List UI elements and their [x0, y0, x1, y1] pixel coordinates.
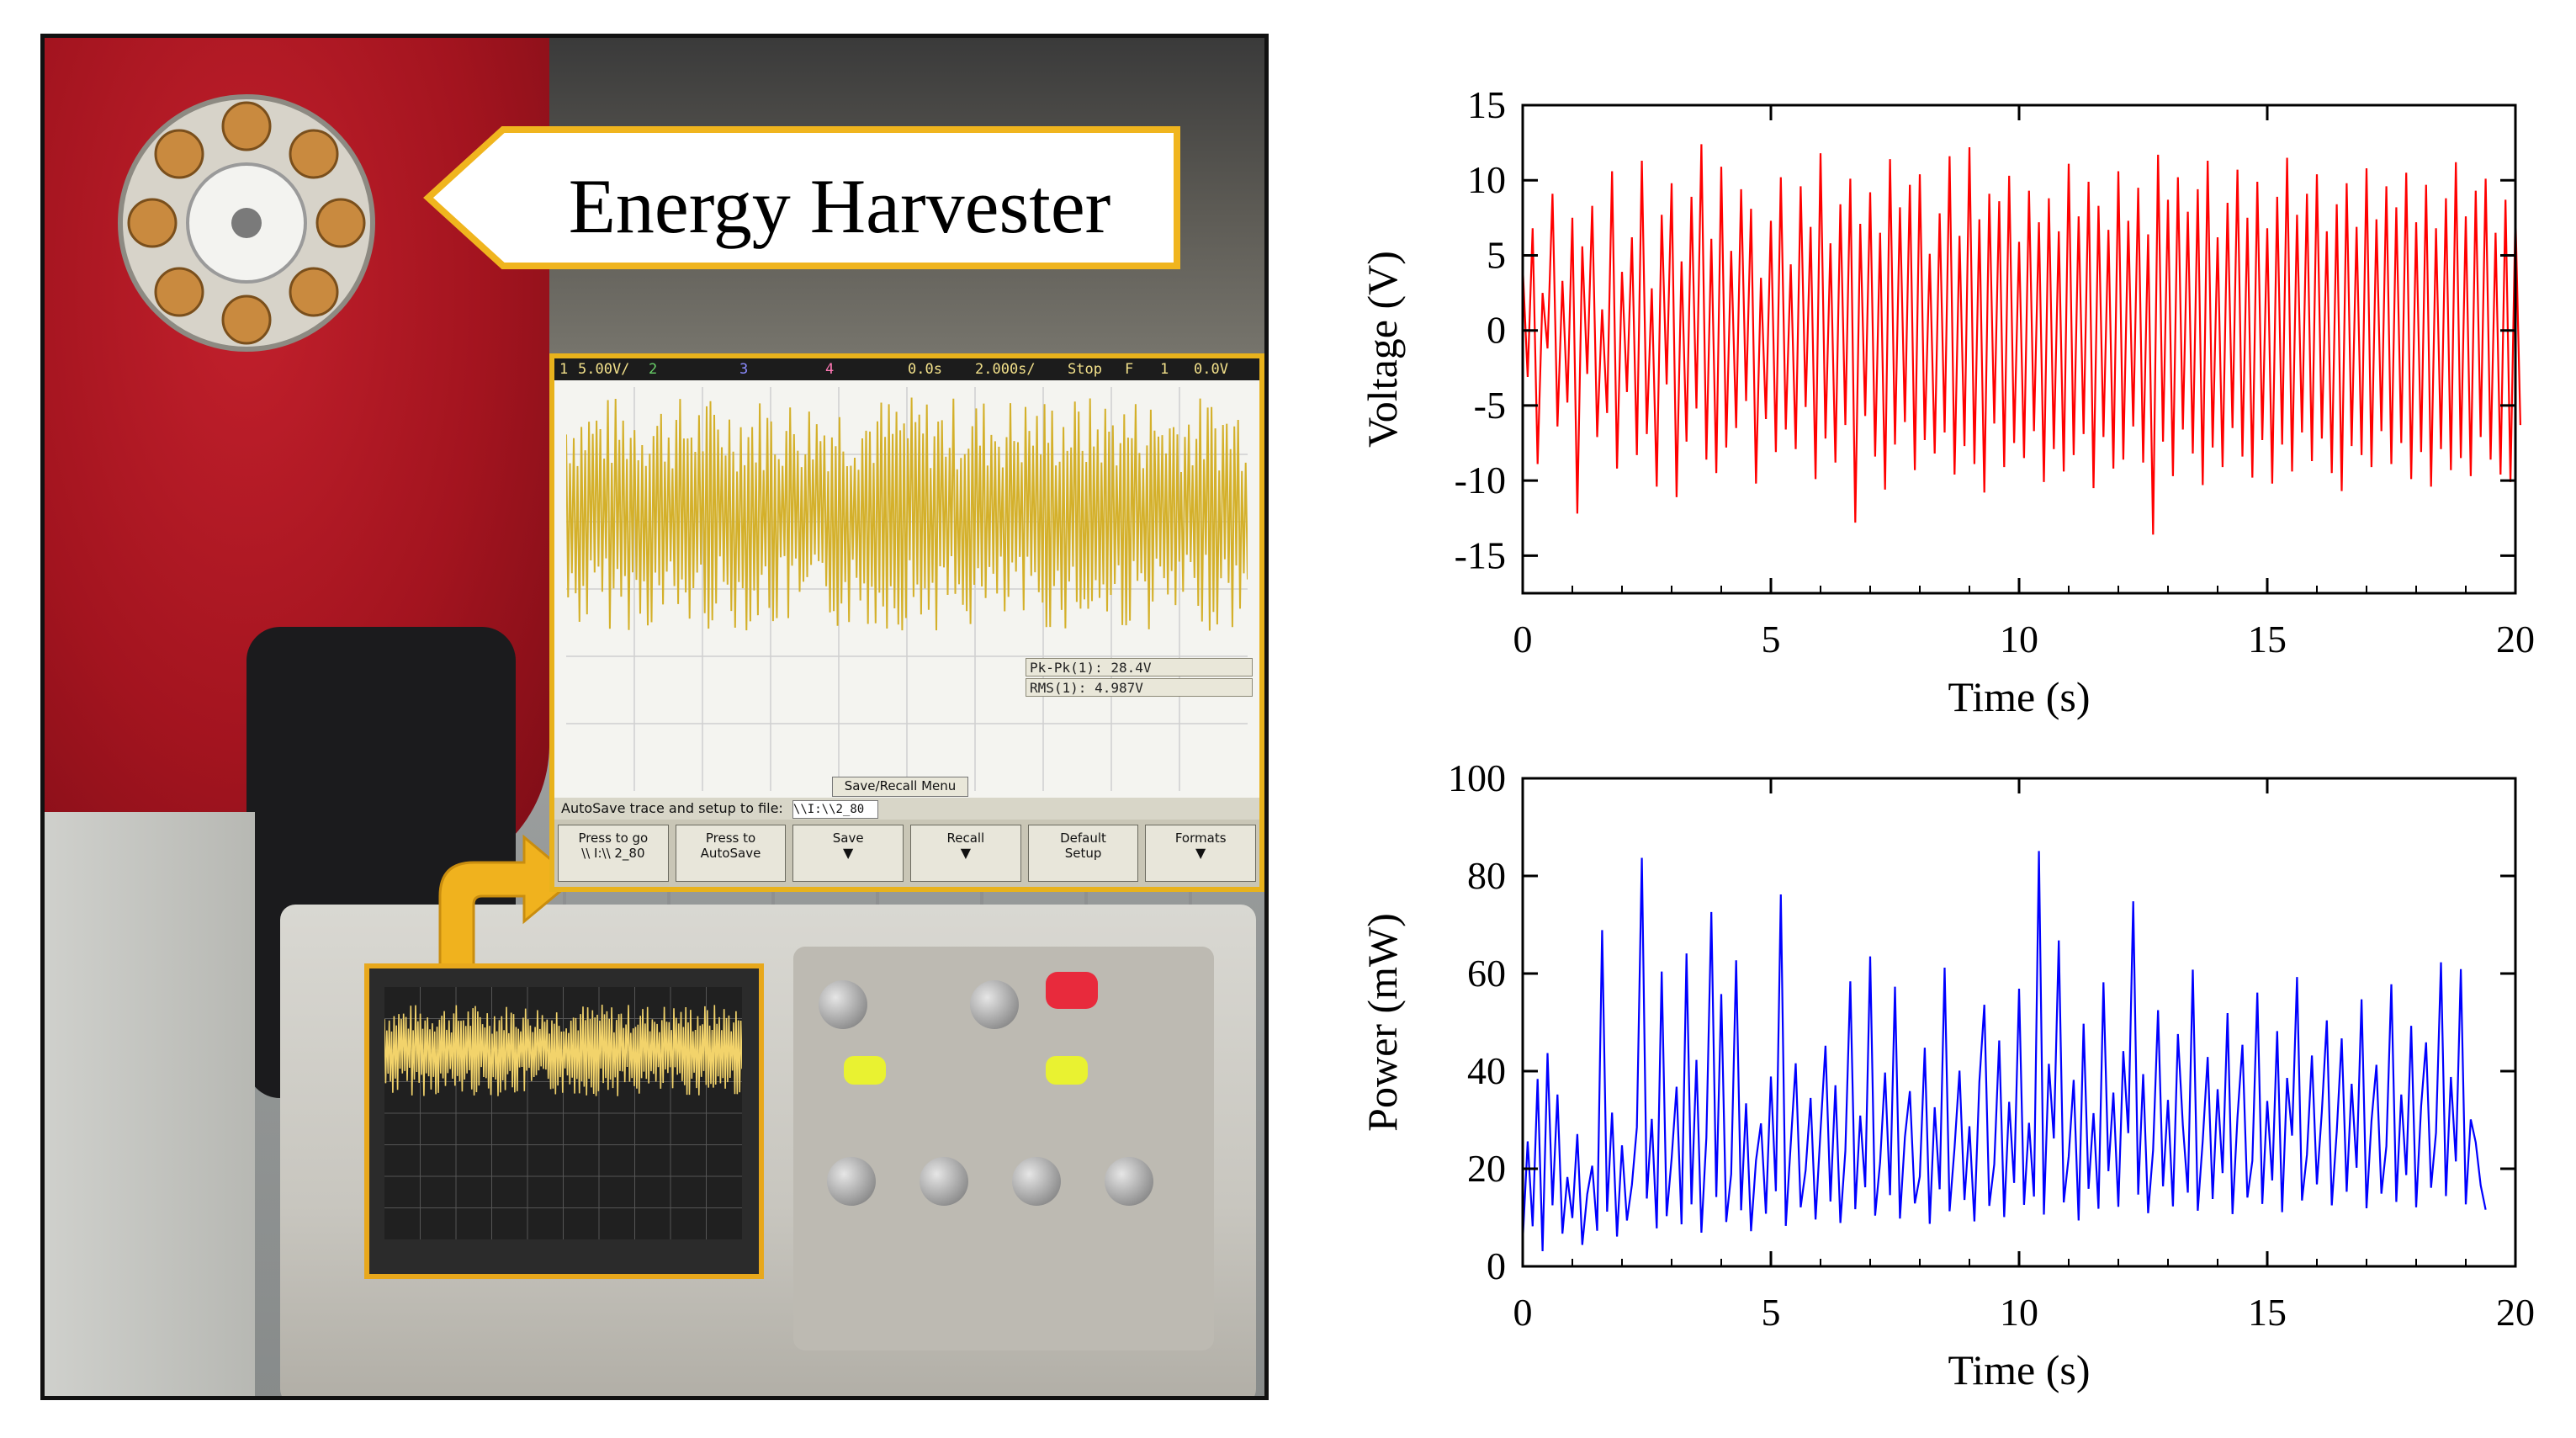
oscilloscope-screen	[364, 963, 764, 1279]
x-tick-label: 20	[2496, 1291, 2535, 1334]
autosave-text: AutoSave trace and setup to file:	[561, 800, 783, 816]
channel3-knob	[1012, 1157, 1061, 1206]
ch2-indicator: 2	[649, 361, 658, 378]
power-chart: 0 5 10 15 20 0 20 40 60 80 100 Time (s) Power (mW)	[1359, 756, 2535, 1393]
voltage-chart: 0 5 10 15 20 -15 -10 -5 0 5 10 15 Time (s) Voltage (V…	[1359, 83, 2535, 720]
y-tick-label: 20	[1467, 1147, 1506, 1190]
y-tick-label: 80	[1467, 854, 1506, 897]
ch1-scale: 5.00V/	[578, 361, 630, 378]
autosave-field: \\I:\\2_80	[792, 799, 878, 819]
softkey-formats: Formats ▼	[1145, 825, 1257, 882]
softkey-arrow-icon: ▼	[960, 845, 971, 861]
ch3-indicator: 3	[739, 361, 749, 378]
softkey-line1: Default	[1060, 830, 1106, 846]
side-equipment-box	[45, 812, 255, 1396]
series-line	[1521, 851, 2487, 1252]
ch4-indicator: 4	[825, 361, 835, 378]
x-tick-label: 20	[2496, 618, 2535, 661]
y-tick-label: -15	[1455, 533, 1506, 576]
softkey-recall: Recall ▼	[910, 825, 1021, 882]
scope-status-bar: 1 5.00V/ 2 3 4 0.0s 2.000s/ Stop F 1 0.0…	[554, 358, 1259, 380]
experiment-photo: Energy Harvester 1 5.00V/ 2 3 4 0.0s 2.0…	[40, 34, 1269, 1400]
softkey-line1: Press to	[705, 830, 756, 846]
softkey-line2: AutoSave	[700, 846, 761, 861]
y-tick-label: 0	[1487, 309, 1506, 352]
scope-trace	[566, 397, 1248, 631]
x-tick-label: 0	[1513, 1291, 1533, 1334]
scope-delay: 0.0s	[908, 361, 942, 378]
softkey-line1: Press to go	[578, 830, 649, 846]
x-axis-label: Time (s)	[1948, 1346, 2090, 1393]
channel1-knob	[827, 1157, 876, 1206]
autosave-line: AutoSave trace and setup to file: \\I:\\…	[554, 798, 1259, 820]
y-tick-label: 60	[1467, 952, 1506, 995]
channel2-knob	[920, 1157, 968, 1206]
position-knob	[970, 980, 1019, 1029]
oscilloscope-screen-display	[384, 987, 743, 1239]
softkey-default-setup: Default Setup	[1027, 825, 1139, 882]
zoomed-waveform	[566, 387, 1248, 791]
oscilloscope-control-panel	[793, 947, 1214, 1350]
y-tick-label: 15	[1467, 83, 1506, 126]
softkey-line1: Formats	[1174, 830, 1227, 846]
scope-trace	[384, 1004, 743, 1096]
measure-button	[844, 1056, 886, 1085]
measurement-pkpk: Pk-Pk(1): 28.4V	[1026, 658, 1253, 677]
channel4-knob	[1105, 1157, 1153, 1206]
softkey-row: Press to go \\ I:\\ 2_80 Press to AutoSa…	[554, 820, 1259, 887]
y-tick-label: 0	[1487, 1244, 1506, 1287]
scope-run-state: Stop	[1068, 361, 1102, 378]
horizontal-knob	[819, 980, 867, 1029]
callout-label: Energy Harvester	[568, 163, 1111, 249]
x-tick-label: 10	[2000, 1291, 2038, 1334]
trigger-button	[1046, 1056, 1088, 1085]
series-line	[1521, 144, 2521, 535]
scope-time-scale: 2.000s/	[975, 361, 1036, 378]
y-axis-label: Power (mW)	[1359, 913, 1406, 1132]
run-stop-button	[1046, 972, 1098, 1009]
mini-waveform	[384, 987, 743, 1239]
energy-harvester-device	[118, 94, 375, 352]
y-tick-label: 100	[1448, 756, 1506, 799]
y-tick-label: 5	[1487, 233, 1506, 276]
trigger-mode: F	[1125, 361, 1134, 378]
softkey-save: Save ▼	[792, 825, 904, 882]
measurement-rms: RMS(1): 4.987V	[1026, 678, 1253, 697]
softkey-line2: \\ I:\\ 2_80	[581, 846, 645, 861]
y-tick-label: 10	[1467, 158, 1506, 201]
x-tick-label: 15	[2248, 1291, 2287, 1334]
callout-arrow	[423, 126, 1180, 269]
x-tick-label: 0	[1513, 618, 1533, 661]
x-tick-label: 15	[2248, 618, 2287, 661]
trigger-channel: 1	[1160, 361, 1169, 378]
softkey-press-to-go: Press to go \\ I:\\ 2_80	[558, 825, 669, 882]
x-axis-label: Time (s)	[1948, 673, 2090, 720]
softkey-arrow-icon: ▼	[843, 845, 854, 861]
x-tick-label: 5	[1762, 1291, 1781, 1334]
softkey-arrow-icon: ▼	[1195, 845, 1206, 861]
zoomed-oscilloscope-screen: 1 5.00V/ 2 3 4 0.0s 2.000s/ Stop F 1 0.0…	[549, 353, 1264, 892]
x-tick-label: 10	[2000, 618, 2038, 661]
softkey-line1: Save	[832, 830, 864, 846]
softkey-line2: Setup	[1064, 846, 1102, 861]
menu-title: Save/Recall Menu	[832, 777, 968, 797]
softkey-autosave: Press to AutoSave	[675, 825, 787, 882]
softkey-line1: Recall	[946, 830, 985, 846]
y-axis-label: Voltage (V)	[1359, 251, 1406, 448]
trigger-level: 0.0V	[1194, 361, 1228, 378]
ch1-indicator: 1	[559, 361, 569, 378]
x-tick-label: 5	[1762, 618, 1781, 661]
y-tick-label: -5	[1474, 384, 1506, 427]
y-tick-label: 40	[1467, 1049, 1506, 1092]
y-tick-label: -10	[1455, 459, 1506, 501]
